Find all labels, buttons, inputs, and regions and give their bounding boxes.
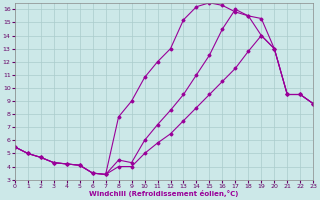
X-axis label: Windchill (Refroidissement éolien,°C): Windchill (Refroidissement éolien,°C) <box>89 190 239 197</box>
